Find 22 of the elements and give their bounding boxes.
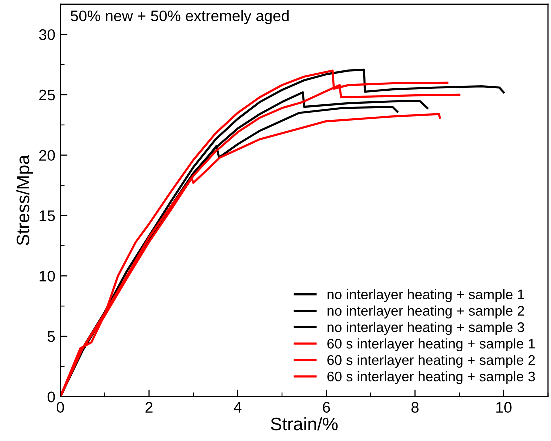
- y-axis-title: Stress/Mpa: [16, 155, 34, 246]
- y-tick-label: 25: [40, 90, 56, 101]
- y-tick-label: 10: [40, 271, 56, 282]
- x-tick-label: 0: [56, 402, 64, 413]
- legend-label: 60 s interlayer heating + sample 1: [328, 338, 536, 352]
- x-tick-label: 6: [323, 402, 330, 413]
- legend-label: 60 s interlayer heating + sample 3: [328, 371, 536, 384]
- x-tick-label: 2: [146, 402, 153, 413]
- legend-label: no interlayer heating + sample 1: [328, 289, 524, 302]
- legend-label: no interlayer heating + sample 3: [328, 322, 524, 336]
- y-tick-label: 20: [40, 150, 56, 162]
- annotation: 50% new + 50% extremely aged: [70, 10, 289, 25]
- legend-label: 60 s interlayer heating + sample 2: [328, 355, 536, 368]
- x-tick-label: 10: [496, 402, 512, 413]
- y-tick-label: 30: [39, 29, 56, 40]
- y-tick-label: 15: [40, 210, 56, 222]
- x-tick-label: 8: [412, 402, 419, 413]
- x-tick-label: 4: [234, 402, 242, 413]
- legend-label: no interlayer heating + sample 2: [328, 306, 524, 319]
- y-tick-label: 5: [48, 332, 56, 342]
- y-tick-label: 0: [48, 392, 56, 403]
- x-axis-title: Strain/%: [271, 417, 338, 431]
